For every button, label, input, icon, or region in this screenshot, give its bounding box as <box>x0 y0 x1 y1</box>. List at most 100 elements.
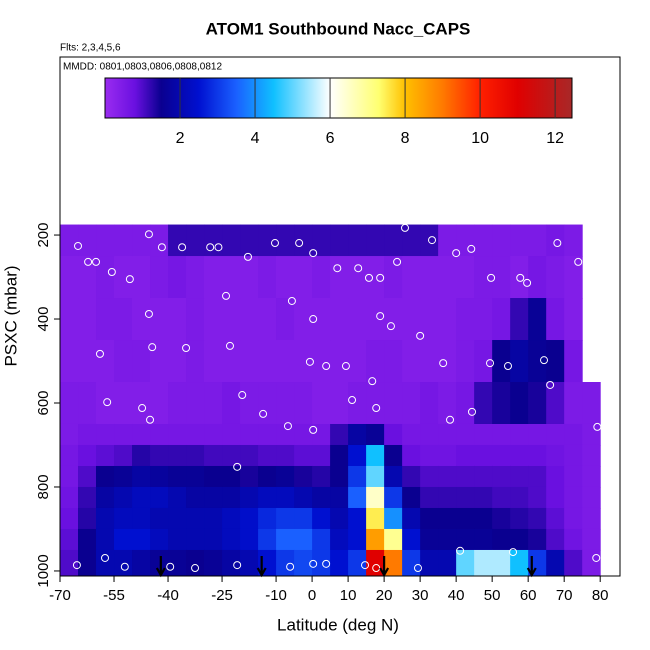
heat-cell <box>492 465 511 488</box>
data-point <box>509 548 518 557</box>
heat-cell <box>132 549 151 576</box>
heat-cell <box>258 465 277 488</box>
data-point <box>309 249 318 258</box>
heat-cell <box>240 486 259 509</box>
data-point <box>138 404 147 413</box>
heat-cell <box>168 486 187 509</box>
heat-cell <box>348 382 367 425</box>
heat-cell <box>96 340 115 383</box>
heat-cell <box>96 465 115 488</box>
heat-cell <box>492 340 511 383</box>
data-point <box>238 391 247 400</box>
heat-cell <box>276 256 295 299</box>
heat-cell <box>96 528 115 551</box>
heat-cell <box>510 256 529 299</box>
heat-cell <box>528 256 547 299</box>
heat-cell <box>564 340 583 383</box>
heat-cell <box>78 224 97 257</box>
data-point <box>92 257 101 266</box>
heat-cell <box>528 423 547 446</box>
heat-cell <box>312 340 331 383</box>
data-point <box>322 559 331 568</box>
heat-cell <box>222 382 241 425</box>
heat-cell <box>168 528 187 551</box>
data-point <box>270 239 279 248</box>
heat-cell <box>384 507 403 530</box>
heat-cell <box>276 423 295 446</box>
heat-cell <box>420 507 439 530</box>
colorbar-tick-label: 8 <box>401 130 410 147</box>
heat-cell <box>438 423 457 446</box>
heat-cell <box>168 340 187 383</box>
heat-cell <box>474 444 493 467</box>
heat-cell <box>78 528 97 551</box>
heat-cell <box>312 549 331 576</box>
heat-cell <box>510 444 529 467</box>
heat-cell <box>474 528 493 551</box>
heat-cell <box>438 256 457 299</box>
heat-cell <box>186 444 205 467</box>
data-point <box>144 309 153 318</box>
heat-cell <box>366 486 385 509</box>
heat-cell <box>78 465 97 488</box>
heat-cell <box>168 224 187 257</box>
heat-cell <box>528 465 547 488</box>
heat-cell <box>60 486 79 509</box>
data-point <box>546 380 555 389</box>
heat-cell <box>582 444 601 467</box>
heat-cell <box>204 465 223 488</box>
data-point <box>182 343 191 352</box>
heat-cell <box>114 298 133 341</box>
heat-cell <box>366 444 385 467</box>
heat-cell <box>258 423 277 446</box>
heat-cell <box>474 549 493 576</box>
data-point <box>101 553 110 562</box>
x-tick-label: -10 <box>265 587 287 604</box>
heat-cell <box>330 256 349 299</box>
heat-cell <box>582 465 601 488</box>
heat-cell <box>438 528 457 551</box>
heat-cell <box>60 444 79 467</box>
heat-cell <box>330 465 349 488</box>
heat-cell <box>384 423 403 446</box>
heat-cell <box>438 549 457 576</box>
heat-cell <box>78 340 97 383</box>
heat-cell <box>330 528 349 551</box>
data-point <box>372 404 381 413</box>
heat-cell <box>438 382 457 425</box>
colorbar-tick-label: 4 <box>251 130 260 147</box>
heat-cell <box>582 382 601 425</box>
data-point <box>305 357 314 366</box>
x-tick-label: 40 <box>448 587 465 604</box>
heat-cell <box>420 382 439 425</box>
heat-cell <box>564 382 583 425</box>
heat-cell <box>420 549 439 576</box>
heat-cell <box>96 486 115 509</box>
heat-cell <box>186 549 205 576</box>
annotation: MMDD: 0801,0803,0806,0808,0812 <box>63 62 222 73</box>
heat-cell <box>420 465 439 488</box>
data-point <box>146 415 155 424</box>
data-point <box>446 415 455 424</box>
heat-cell <box>474 382 493 425</box>
heat-cell <box>78 444 97 467</box>
heat-cell <box>510 224 529 257</box>
heat-cell <box>294 340 313 383</box>
x-axis-label: Latitude (deg N) <box>277 615 399 634</box>
data-point <box>74 241 83 250</box>
heat-cell <box>168 465 187 488</box>
data-point <box>487 273 496 282</box>
heat-cell <box>258 382 277 425</box>
data-point <box>148 343 157 352</box>
data-point <box>233 561 242 570</box>
heat-cell <box>78 507 97 530</box>
heat-cell <box>186 382 205 425</box>
heat-cell <box>294 486 313 509</box>
arrow <box>256 556 267 578</box>
heat-cell <box>114 382 133 425</box>
heat-cell <box>258 507 277 530</box>
data-point <box>144 230 153 239</box>
heat-cell <box>258 256 277 299</box>
heat-cell <box>222 507 241 530</box>
heat-cell <box>96 382 115 425</box>
